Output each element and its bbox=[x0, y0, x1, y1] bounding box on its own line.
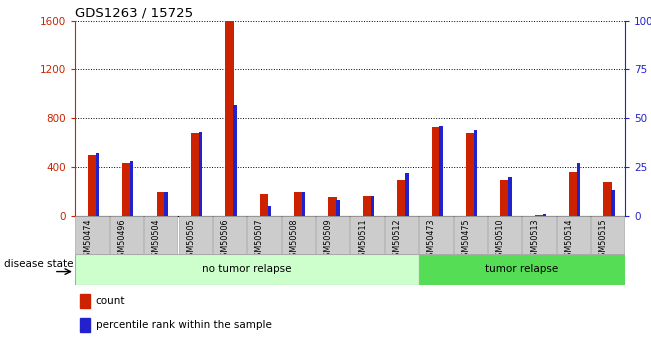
Text: GSM50506: GSM50506 bbox=[221, 219, 230, 262]
Text: GSM50507: GSM50507 bbox=[255, 219, 264, 262]
FancyBboxPatch shape bbox=[316, 216, 350, 254]
Text: disease state: disease state bbox=[4, 259, 74, 269]
Bar bbox=[397, 180, 406, 216]
Text: GSM50512: GSM50512 bbox=[393, 219, 402, 262]
Bar bbox=[80, 318, 90, 332]
Text: GSM50513: GSM50513 bbox=[530, 219, 539, 262]
Text: GSM50510: GSM50510 bbox=[495, 219, 505, 262]
Bar bbox=[165, 192, 168, 216]
Bar bbox=[405, 173, 409, 216]
Text: GSM50508: GSM50508 bbox=[289, 219, 298, 262]
Text: GDS1263 / 15725: GDS1263 / 15725 bbox=[75, 7, 193, 20]
Bar bbox=[363, 196, 372, 216]
FancyBboxPatch shape bbox=[591, 216, 624, 254]
FancyBboxPatch shape bbox=[419, 216, 452, 254]
Bar bbox=[260, 194, 268, 216]
FancyBboxPatch shape bbox=[350, 216, 384, 254]
Text: GSM50475: GSM50475 bbox=[462, 219, 470, 262]
Text: GSM50509: GSM50509 bbox=[324, 219, 333, 262]
Text: GSM50504: GSM50504 bbox=[152, 219, 161, 262]
Bar bbox=[328, 197, 337, 216]
Text: GSM50511: GSM50511 bbox=[358, 219, 367, 262]
Text: GSM50496: GSM50496 bbox=[117, 219, 126, 262]
FancyBboxPatch shape bbox=[110, 216, 143, 254]
Text: GSM50505: GSM50505 bbox=[186, 219, 195, 262]
Bar bbox=[337, 200, 340, 216]
FancyBboxPatch shape bbox=[282, 216, 315, 254]
FancyBboxPatch shape bbox=[247, 216, 281, 254]
Bar bbox=[191, 133, 199, 216]
FancyBboxPatch shape bbox=[488, 216, 521, 254]
Bar bbox=[80, 294, 90, 308]
FancyBboxPatch shape bbox=[76, 216, 109, 254]
Bar bbox=[96, 153, 99, 216]
Bar bbox=[156, 192, 165, 216]
Text: GSM50515: GSM50515 bbox=[599, 219, 608, 262]
FancyBboxPatch shape bbox=[75, 254, 419, 285]
FancyBboxPatch shape bbox=[385, 216, 418, 254]
Bar bbox=[474, 130, 477, 216]
FancyBboxPatch shape bbox=[178, 216, 212, 254]
Bar bbox=[439, 126, 443, 216]
Bar bbox=[199, 132, 202, 216]
Text: GSM50514: GSM50514 bbox=[564, 219, 574, 262]
Bar bbox=[88, 155, 96, 216]
FancyBboxPatch shape bbox=[557, 216, 590, 254]
Text: GSM50474: GSM50474 bbox=[83, 219, 92, 262]
Bar bbox=[302, 192, 305, 216]
Bar bbox=[122, 163, 131, 216]
Bar bbox=[508, 177, 512, 216]
Text: no tumor relapse: no tumor relapse bbox=[202, 264, 292, 274]
Bar bbox=[569, 172, 577, 216]
FancyBboxPatch shape bbox=[454, 216, 487, 254]
FancyBboxPatch shape bbox=[419, 254, 625, 285]
Bar bbox=[268, 206, 271, 216]
Text: percentile rank within the sample: percentile rank within the sample bbox=[96, 320, 271, 330]
Bar bbox=[466, 133, 475, 216]
Bar bbox=[432, 127, 440, 216]
Bar bbox=[603, 182, 612, 216]
Text: count: count bbox=[96, 296, 125, 306]
Bar bbox=[233, 105, 236, 216]
Bar bbox=[534, 215, 544, 216]
Text: GSM50473: GSM50473 bbox=[427, 219, 436, 262]
Bar bbox=[543, 214, 546, 216]
FancyBboxPatch shape bbox=[144, 216, 178, 254]
FancyBboxPatch shape bbox=[522, 216, 556, 254]
Bar bbox=[225, 21, 234, 216]
Bar bbox=[611, 190, 615, 216]
Bar bbox=[577, 163, 581, 216]
Text: tumor relapse: tumor relapse bbox=[485, 264, 559, 274]
Bar bbox=[370, 196, 374, 216]
Bar bbox=[294, 192, 303, 216]
Bar bbox=[501, 180, 509, 216]
Bar bbox=[130, 161, 133, 216]
FancyBboxPatch shape bbox=[213, 216, 246, 254]
